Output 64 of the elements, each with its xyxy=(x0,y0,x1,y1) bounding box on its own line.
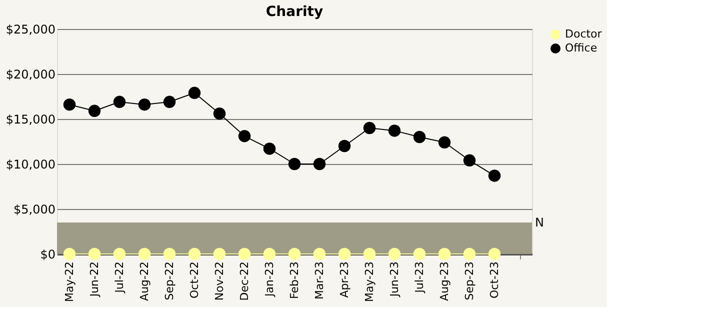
point xyxy=(163,96,176,108)
y-tick-label: $20,000 xyxy=(6,68,56,82)
point xyxy=(63,98,76,111)
x-tick-label: Apr-23 xyxy=(338,262,351,298)
point xyxy=(213,107,226,120)
point xyxy=(338,140,351,152)
x-tick-label: Dec-22 xyxy=(238,262,251,301)
x-tick-label: Sep-23 xyxy=(463,262,476,300)
legend-label: Office xyxy=(565,42,598,54)
point xyxy=(488,248,501,260)
x-tick-label: Oct-23 xyxy=(488,262,501,298)
point xyxy=(213,248,226,260)
point xyxy=(388,248,401,260)
point xyxy=(488,170,501,182)
point xyxy=(288,158,301,170)
chart-title: Charity xyxy=(266,4,324,20)
point xyxy=(88,248,101,260)
point xyxy=(413,248,426,260)
x-tick-label: Sep-22 xyxy=(163,262,176,300)
point xyxy=(313,248,326,260)
point xyxy=(463,248,476,260)
point xyxy=(363,248,376,260)
x-tick-label: Jan-23 xyxy=(263,262,276,298)
point xyxy=(338,248,351,260)
point xyxy=(388,124,401,137)
point xyxy=(238,248,251,260)
x-tick-label: Feb-23 xyxy=(288,262,301,299)
band-label: N xyxy=(535,216,544,230)
x-tick-label: Jun-23 xyxy=(388,262,401,298)
y-tick-label: $10,000 xyxy=(6,158,56,172)
point xyxy=(163,248,176,260)
x-tick-label: Jul-23 xyxy=(413,262,426,294)
y-tick-label: $15,000 xyxy=(6,112,56,126)
point xyxy=(238,130,251,142)
point xyxy=(188,248,201,260)
x-tick-label: May-22 xyxy=(63,262,76,302)
point xyxy=(138,248,151,260)
point xyxy=(413,130,426,144)
point xyxy=(188,86,201,100)
legend-label: Doctor xyxy=(565,28,602,40)
point xyxy=(363,122,376,134)
point xyxy=(263,142,276,155)
point xyxy=(113,248,126,260)
x-tick-label: May-23 xyxy=(363,262,376,302)
y-tick-label: $25,000 xyxy=(6,22,56,36)
point xyxy=(138,98,151,111)
point xyxy=(288,248,301,260)
point xyxy=(463,154,476,167)
y-tick-label: $0 xyxy=(40,248,56,262)
x-tick-label: Jun-22 xyxy=(88,262,101,298)
x-tick-label: Jul-22 xyxy=(113,262,126,294)
point xyxy=(263,248,276,260)
point xyxy=(438,136,451,149)
x-tick-label: Nov-22 xyxy=(213,262,226,301)
point xyxy=(313,158,326,170)
x-tick-label: Aug-22 xyxy=(138,262,151,301)
x-tick-label: Aug-23 xyxy=(438,262,451,301)
point xyxy=(88,104,101,118)
point xyxy=(113,96,126,108)
x-tick-label: Mar-23 xyxy=(313,262,326,300)
point xyxy=(438,248,451,260)
x-tick-label: Oct-22 xyxy=(188,262,201,298)
point xyxy=(63,248,76,260)
y-tick-label: $5,000 xyxy=(14,202,56,216)
